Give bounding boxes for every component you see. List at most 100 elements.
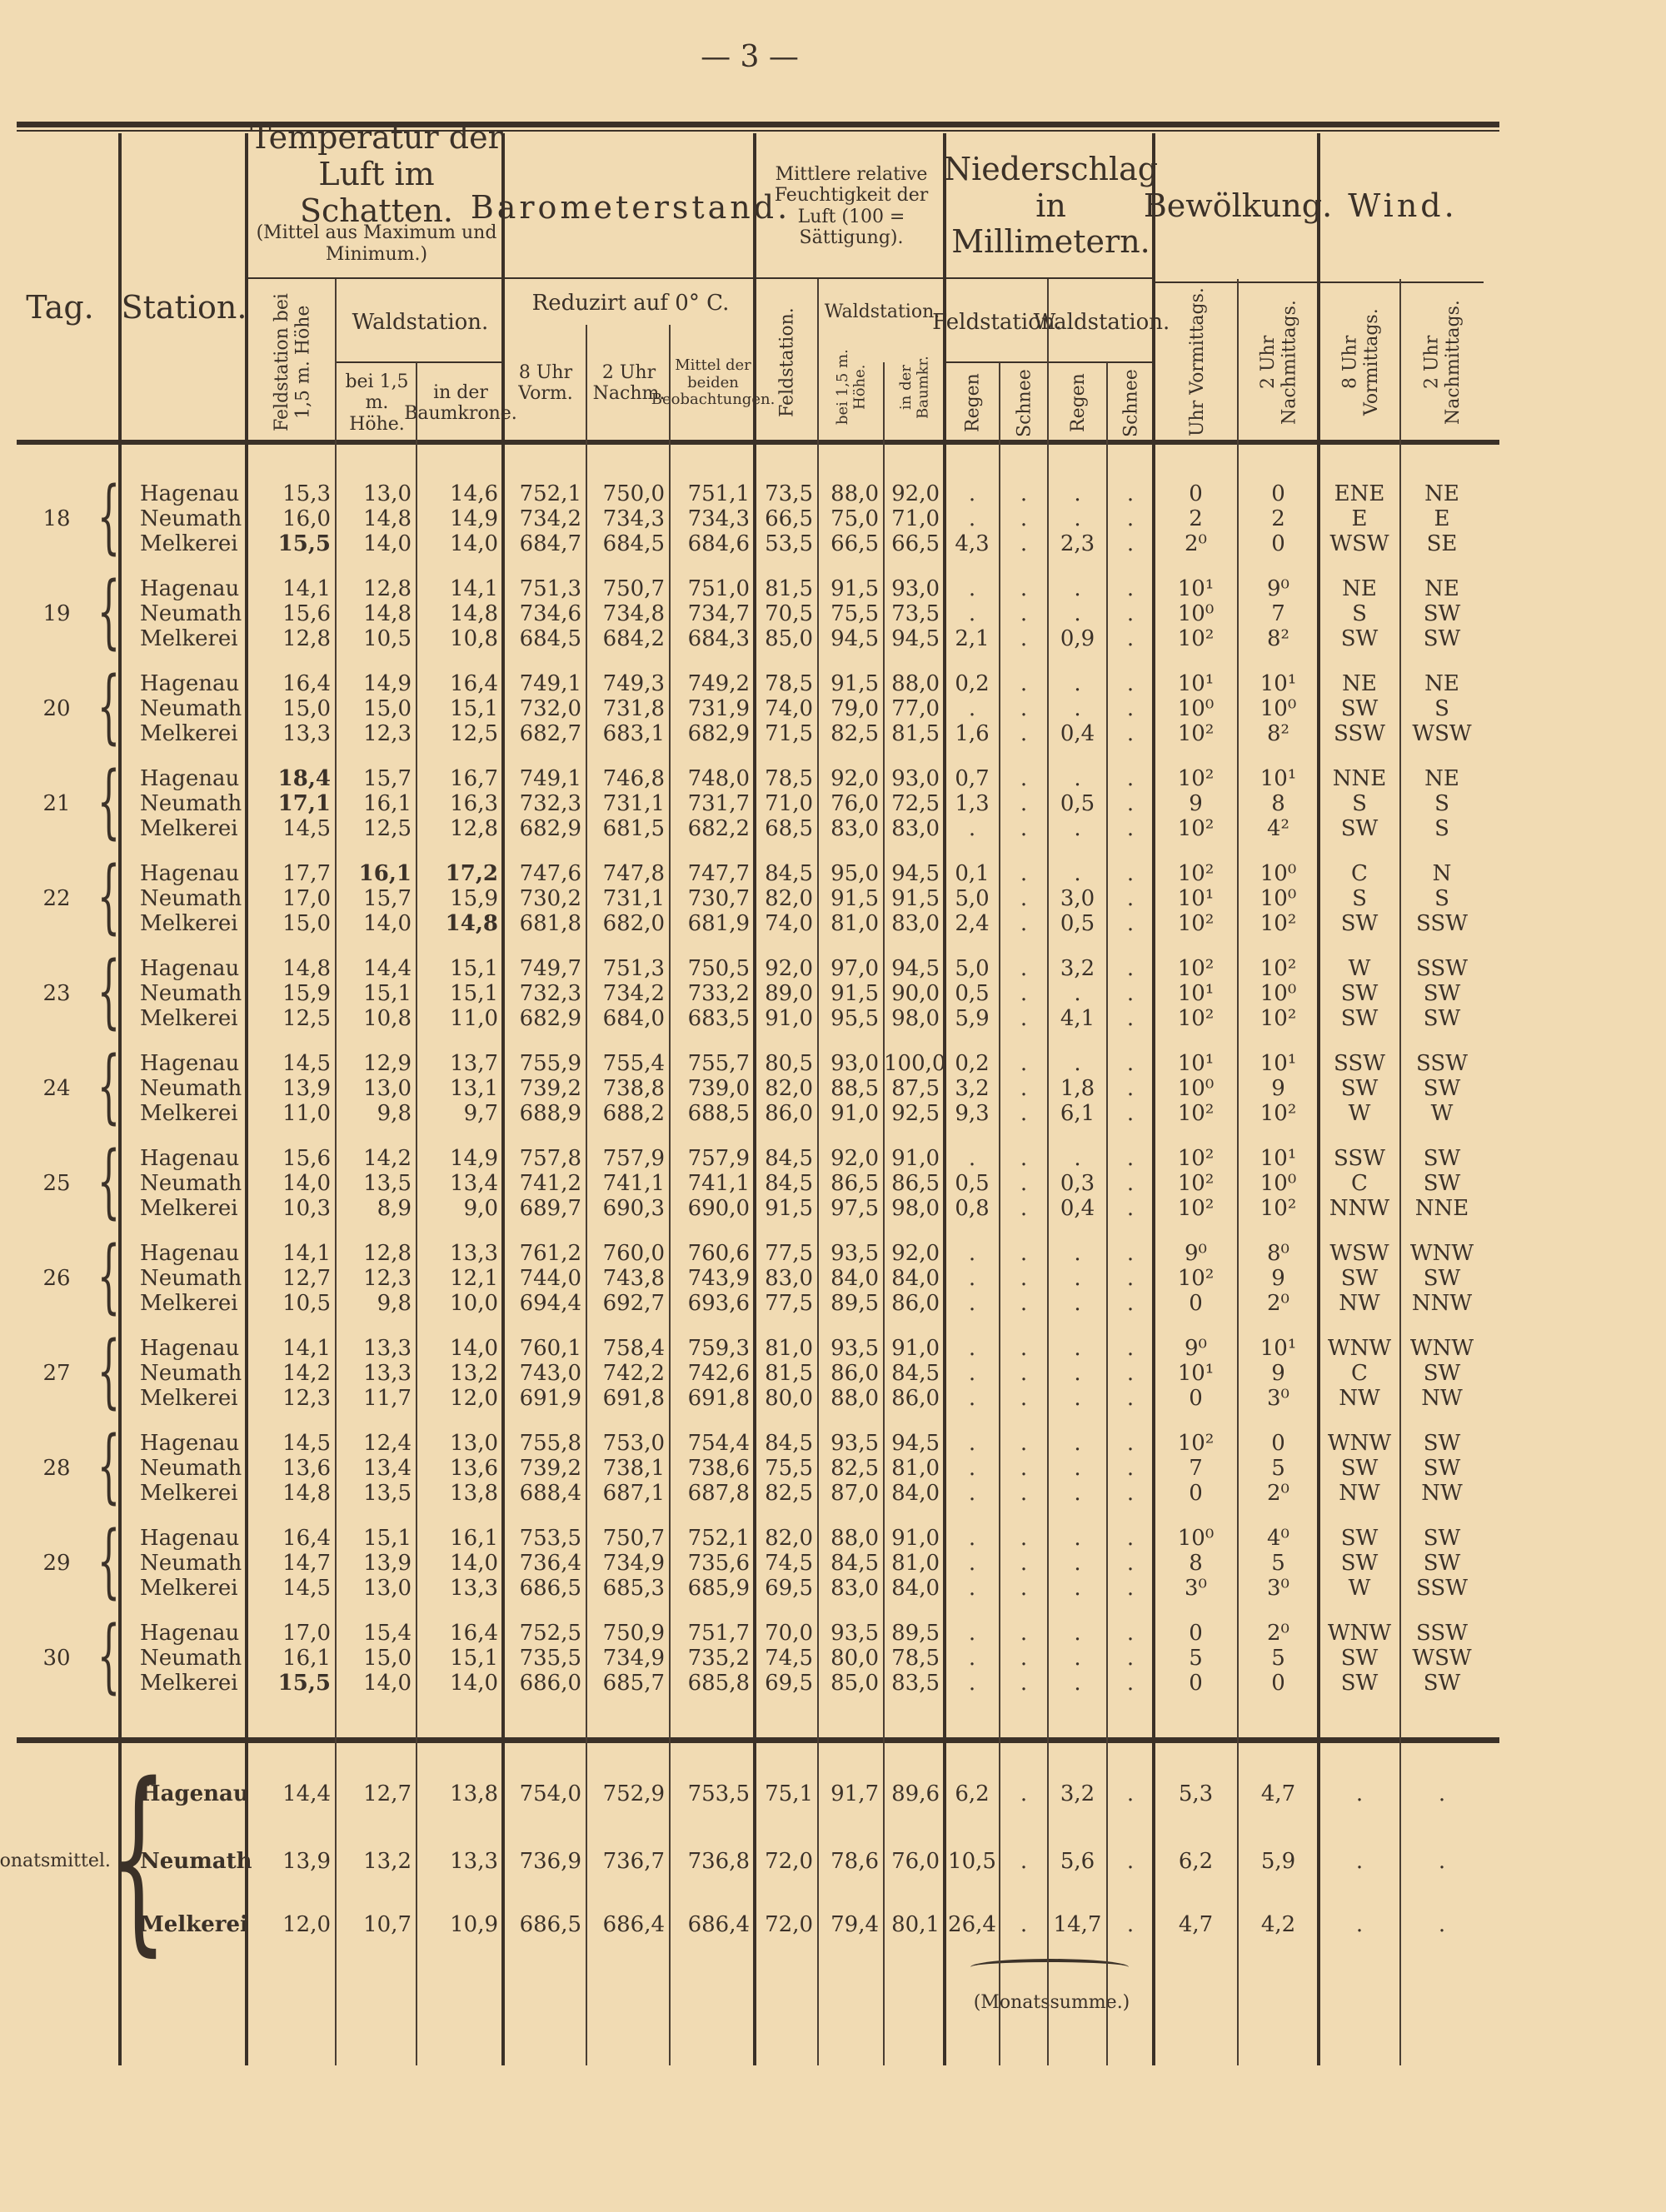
table-cell: . — [968, 1551, 976, 1576]
table-cell: 8,9 — [377, 1196, 412, 1221]
table-cell: 10,5 — [282, 1291, 331, 1316]
table-cell: C — [1351, 1171, 1368, 1196]
column-divider — [416, 362, 417, 2065]
table-cell: 685,3 — [602, 1576, 665, 1601]
station-name: Melkerei — [140, 1291, 238, 1316]
table-cell: . — [1126, 1146, 1135, 1171]
station-name: Hagenau — [140, 1336, 240, 1361]
table-cell: 686,5 — [519, 1576, 581, 1601]
table-cell: 85,0 — [765, 626, 813, 651]
table-cell: 10² — [1177, 1266, 1215, 1291]
table-cell: 91,5 — [831, 886, 879, 911]
table-cell: SW — [1340, 1551, 1379, 1576]
table-cell: 749,1 — [519, 766, 581, 791]
table-cell: 0,7 — [955, 766, 990, 791]
station-name: Hagenau — [140, 861, 240, 886]
table-cell: 4,2 — [1260, 1912, 1296, 1937]
table-cell: 736,8 — [687, 1849, 750, 1874]
table-cell: 734,8 — [602, 601, 665, 626]
table-cell: 683,1 — [602, 721, 665, 746]
table-cell: 687,1 — [602, 1481, 665, 1506]
table-cell: 10² — [1259, 1006, 1297, 1031]
table-cell: 93,5 — [831, 1431, 879, 1456]
table-cell: . — [1126, 981, 1135, 1006]
table-cell: . — [1074, 816, 1081, 841]
table-cell: 2⁰ — [1267, 1621, 1289, 1646]
table-cell: 749,1 — [519, 671, 581, 696]
station-name: Hagenau — [140, 1526, 240, 1551]
table-cell: 5 — [1271, 1551, 1285, 1576]
group-brace: { — [97, 565, 121, 658]
table-cell: 735,6 — [687, 1551, 750, 1576]
table-cell: . — [1126, 1849, 1135, 1874]
table-cell: . — [968, 1266, 976, 1291]
table-cell: 10⁰ — [1259, 886, 1297, 911]
table-cell: 751,3 — [519, 576, 581, 601]
table-cell: 13,0 — [363, 481, 412, 506]
table-cell: . — [1074, 506, 1081, 531]
table-cell: 93,0 — [891, 576, 940, 601]
header-cloudiness-am: Uhr Vormittags. — [1186, 287, 1208, 437]
table-cell: 14,1 — [282, 576, 331, 601]
table-cell: 738,8 — [602, 1076, 665, 1101]
table-cell: 682,2 — [687, 816, 750, 841]
group-brace: { — [97, 755, 121, 848]
column-divider — [883, 362, 885, 2065]
table-cell: 12,3 — [363, 1266, 412, 1291]
table-cell: 72,0 — [765, 1849, 813, 1874]
table-cell: 26,4 — [948, 1912, 996, 1937]
table-cell: 13,3 — [282, 721, 331, 746]
table-cell: 93,0 — [891, 766, 940, 791]
table-cell: NE — [1424, 766, 1459, 791]
table-cell: 84,0 — [891, 1576, 940, 1601]
table-cell: 0,8 — [955, 1196, 990, 1221]
table-cell: 80,0 — [765, 1386, 813, 1411]
table-cell: 4⁰ — [1267, 1526, 1289, 1551]
table-cell: 734,2 — [602, 981, 665, 1006]
table-cell: . — [1074, 1456, 1081, 1481]
table-cell: 82,5 — [831, 721, 879, 746]
table-cell: 5,6 — [1060, 1849, 1095, 1874]
table-cell: . — [968, 1241, 976, 1266]
table-cell: 14,6 — [450, 481, 498, 506]
table-cell: 10⁰ — [1177, 601, 1215, 626]
precip-sub-divider — [945, 361, 1154, 363]
table-cell: . — [1020, 1006, 1028, 1031]
table-cell: 13,6 — [450, 1456, 498, 1481]
station-name: Neumath — [140, 696, 242, 721]
table-cell: 741,2 — [519, 1171, 581, 1196]
table-cell: 18,4 — [277, 766, 331, 791]
table-cell: WSW — [1329, 531, 1389, 556]
table-cell: 91,0 — [765, 1006, 813, 1031]
table-cell: 736,9 — [519, 1849, 581, 1874]
top-rule — [17, 122, 1499, 127]
table-cell: . — [1074, 1336, 1081, 1361]
table-cell: . — [968, 1336, 976, 1361]
table-cell: 76,0 — [891, 1849, 940, 1874]
table-cell: 691,8 — [687, 1386, 750, 1411]
table-cell: 5,0 — [955, 956, 990, 981]
table-cell: . — [1074, 1576, 1081, 1601]
table-cell: . — [1074, 1551, 1081, 1576]
table-cell: SSW — [1334, 1051, 1385, 1076]
table-cell: 732,3 — [519, 791, 581, 816]
table-cell: 732,3 — [519, 981, 581, 1006]
table-cell: 12,3 — [282, 1386, 331, 1411]
table-cell: 13,5 — [363, 1171, 412, 1196]
table-cell: 752,1 — [519, 481, 581, 506]
table-cell: 15,6 — [282, 601, 331, 626]
table-cell: 686,4 — [687, 1912, 750, 1937]
table-cell: 14,0 — [363, 1671, 412, 1696]
table-cell: 739,0 — [687, 1076, 750, 1101]
table-cell: 0,5 — [955, 1171, 990, 1196]
table-cell: 70,5 — [765, 601, 813, 626]
table-cell: 10² — [1259, 1196, 1297, 1221]
column-divider — [1317, 133, 1320, 2065]
table-cell: S — [1352, 791, 1367, 816]
table-cell: 83,0 — [831, 1576, 879, 1601]
station-name: Hagenau — [140, 1241, 240, 1266]
table-cell: 15,0 — [363, 696, 412, 721]
table-cell: 17,0 — [282, 886, 331, 911]
table-cell: S — [1434, 791, 1449, 816]
table-cell: SW — [1340, 626, 1379, 651]
